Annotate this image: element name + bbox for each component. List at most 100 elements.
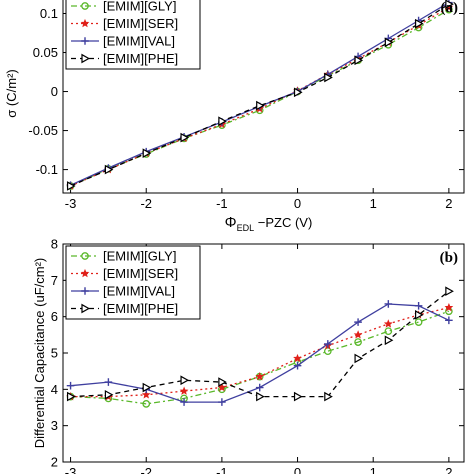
data-point-3-8 [354, 353, 364, 364]
series-line-1 [70, 306, 450, 398]
data-point-0-7 [323, 347, 332, 356]
data-point-3-6 [293, 87, 303, 98]
data-point-3-9 [384, 335, 394, 346]
legend-marker-2 [81, 287, 89, 295]
y-tick-label: 0.1 [40, 6, 58, 21]
data-point-2-0 [66, 381, 75, 390]
data-point-0-9 [384, 327, 393, 336]
series-line-3 [70, 3, 450, 187]
x-tick-label: 0 [294, 196, 301, 211]
legend-label-2: [EMIM][VAL] [103, 284, 175, 299]
data-point-3-2 [142, 382, 152, 393]
x-tick-label: -1 [216, 465, 228, 474]
data-point-3-10 [415, 310, 424, 320]
panel-b-capacitance-chart: -3 -2 -1 0 1 22345678[EMIM][GLY][EMIM][SER][E… [32, 237, 465, 474]
y-tick-label: 5 [51, 346, 58, 361]
x-axis-label-subscript: EDL [237, 223, 255, 233]
data-point-3-3 [180, 375, 190, 386]
x-tick-label: 2 [445, 465, 452, 474]
y-tick-label: 7 [51, 273, 58, 288]
x-tick-label: 2 [445, 196, 452, 211]
data-point-1-3 [179, 386, 189, 395]
legend-marker-0 [81, 2, 89, 10]
y-tick-label: 6 [51, 309, 58, 324]
y-tick-label: 8 [51, 237, 58, 252]
data-point-2-4 [218, 398, 226, 406]
data-point-2-3 [180, 398, 188, 406]
x-tick-label: -3 [65, 196, 77, 211]
data-point-2-10 [414, 301, 423, 310]
x-tick-label: 1 [370, 196, 377, 211]
data-point-3-8 [354, 55, 364, 66]
x-tick-label: -2 [140, 465, 152, 474]
x-axis-label-rest: −PZC (V) [254, 215, 312, 230]
legend: [EMIM][GLY] [EMIM][SER] [EMIM][VAL] [EMIM][… [65, 245, 201, 320]
y-tick-label: 0.05 [33, 45, 58, 60]
series-line-3 [70, 290, 450, 398]
legend-label-3: [EMIM][PHE] [103, 51, 178, 66]
series-layer [66, 0, 454, 191]
data-point-3-5 [256, 100, 265, 111]
series-layer [66, 286, 454, 408]
data-point-0-2 [142, 400, 151, 408]
y-tick-label: 0 [51, 84, 58, 99]
data-point-3-4 [218, 116, 227, 127]
legend-label-0: [EMIM][GLY] [103, 249, 176, 264]
x-tick-label: -2 [140, 196, 152, 211]
data-point-2-11 [445, 316, 453, 325]
data-point-3-7 [324, 72, 333, 83]
x-tick-label: 0 [294, 465, 301, 474]
data-point-2-6 [293, 361, 302, 370]
legend-label-0: [EMIM][GLY] [103, 0, 176, 14]
data-point-0-10 [414, 318, 423, 326]
data-point-3-3 [180, 132, 190, 143]
data-point-3-1 [104, 389, 114, 400]
legend-label-1: [EMIM][SER] [103, 16, 178, 31]
data-point-2-1 [104, 378, 113, 386]
y-axis-label: Differential Capacitance (uF/cm²) [32, 258, 47, 449]
plot-frame [62, 0, 465, 194]
panel-label: (a) [441, 0, 459, 16]
legend: [EMIM][GLY] [EMIM][SER] [EMIM][VAL] [EMIM][… [65, 0, 201, 70]
legend-marker-1 [80, 18, 90, 28]
data-point-1-5 [255, 372, 265, 381]
data-point-1-8 [353, 330, 363, 339]
legend-box [65, 0, 201, 70]
y-tick-label: -0.1 [36, 162, 58, 177]
x-tick-label: -3 [65, 465, 77, 474]
data-point-3-9 [384, 37, 394, 48]
legend-box [65, 245, 201, 320]
y-tick-label: -0.05 [28, 123, 58, 138]
y-tick-label: 2 [51, 455, 58, 470]
data-point-3-0 [66, 181, 76, 191]
data-point-2-5 [255, 383, 264, 392]
data-point-1-6 [293, 353, 302, 363]
data-point-3-2 [142, 148, 152, 159]
data-point-2-7 [324, 340, 332, 348]
legend-label-3: [EMIM][PHE] [103, 301, 178, 316]
legend-marker-3 [81, 53, 91, 64]
legend-marker-3 [81, 303, 91, 314]
panel-a-sigma-chart: -3 -2 -1 0 1 2-0.1-0.0500.050.1[EMIM][GLY][EM… [4, 0, 465, 233]
legend-label-2: [EMIM][VAL] [103, 34, 175, 49]
panel-label: (b) [440, 250, 458, 266]
data-point-1-11 [444, 303, 454, 312]
data-point-3-1 [104, 164, 114, 175]
data-point-3-10 [415, 18, 424, 29]
data-point-2-8 [354, 318, 362, 326]
data-point-3-7 [324, 391, 333, 402]
data-point-3-0 [66, 391, 76, 402]
legend-label-1: [EMIM][SER] [103, 266, 178, 281]
y-axis-label: σ (C/m²) [4, 69, 19, 117]
data-point-3-11 [445, 0, 454, 9]
data-point-3-11 [445, 286, 454, 297]
legend-marker-1 [80, 268, 90, 278]
data-point-3-4 [218, 377, 227, 387]
data-point-1-2 [141, 390, 151, 399]
data-point-2-9 [384, 300, 393, 308]
x-tick-label: -1 [216, 196, 228, 211]
data-point-3-6 [293, 391, 303, 402]
y-tick-label: 3 [51, 418, 58, 433]
y-tick-label: 4 [51, 382, 58, 397]
